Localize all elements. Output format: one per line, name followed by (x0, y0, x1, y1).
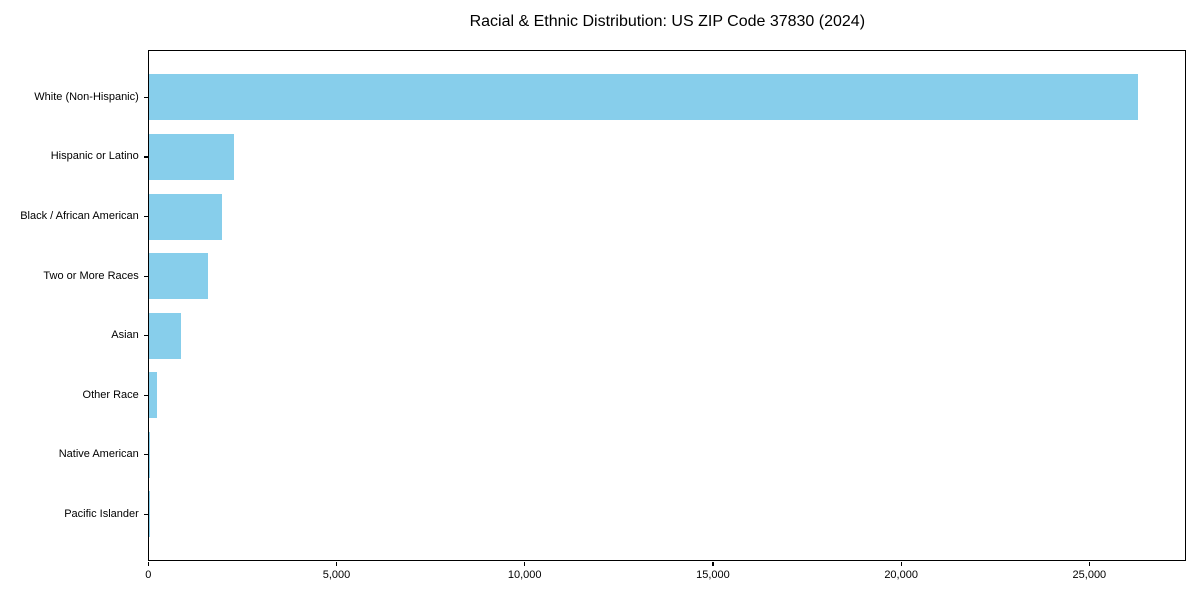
x-tick-mark (900, 561, 902, 566)
y-tick-label: Other Race (82, 388, 139, 401)
y-tick-mark (144, 156, 149, 158)
bar-other-race (149, 372, 157, 419)
x-tick-mark (335, 561, 338, 566)
chart-title: Racial & Ethnic Distribution: US ZIP Cod… (469, 13, 866, 30)
bar-white-non-hispanic (149, 74, 1138, 121)
bar-hispanic-or-latino (149, 133, 234, 180)
bar-asian (149, 312, 182, 359)
y-tick-label: Pacific Islander (64, 507, 139, 520)
x-tick-mark (524, 561, 526, 566)
x-tick-mark (147, 561, 149, 566)
y-tick-label: Hispanic or Latino (50, 150, 139, 163)
bar-black-african-american (149, 193, 222, 240)
x-tick-mark (1088, 561, 1090, 566)
bar-native-american (149, 431, 151, 478)
bar-two-or-more-races (149, 253, 208, 300)
y-tick-mark (144, 454, 149, 456)
y-tick-mark (144, 275, 149, 277)
x-tick-label: 15,000 (696, 568, 730, 581)
y-tick-label: Two or More Races (43, 269, 139, 282)
y-tick-mark (144, 394, 149, 396)
x-tick-mark (712, 561, 714, 566)
y-tick-mark (144, 96, 149, 98)
x-tick-label: 20,000 (884, 568, 918, 581)
y-tick-label: Black / African American (20, 210, 139, 223)
y-tick-mark (144, 513, 149, 516)
x-tick-label: 5,000 (322, 568, 351, 581)
y-tick-mark (144, 335, 149, 337)
x-tick-label: 10,000 (507, 568, 542, 581)
y-tick-label: White (Non-Hispanic) (34, 90, 139, 103)
y-tick-label: Asian (111, 329, 139, 342)
y-tick-mark (144, 215, 149, 218)
y-tick-label: Native American (58, 448, 139, 461)
x-tick-label: 25,000 (1072, 568, 1107, 581)
plot-area (148, 50, 1187, 562)
x-tick-label: 0 (145, 568, 152, 581)
